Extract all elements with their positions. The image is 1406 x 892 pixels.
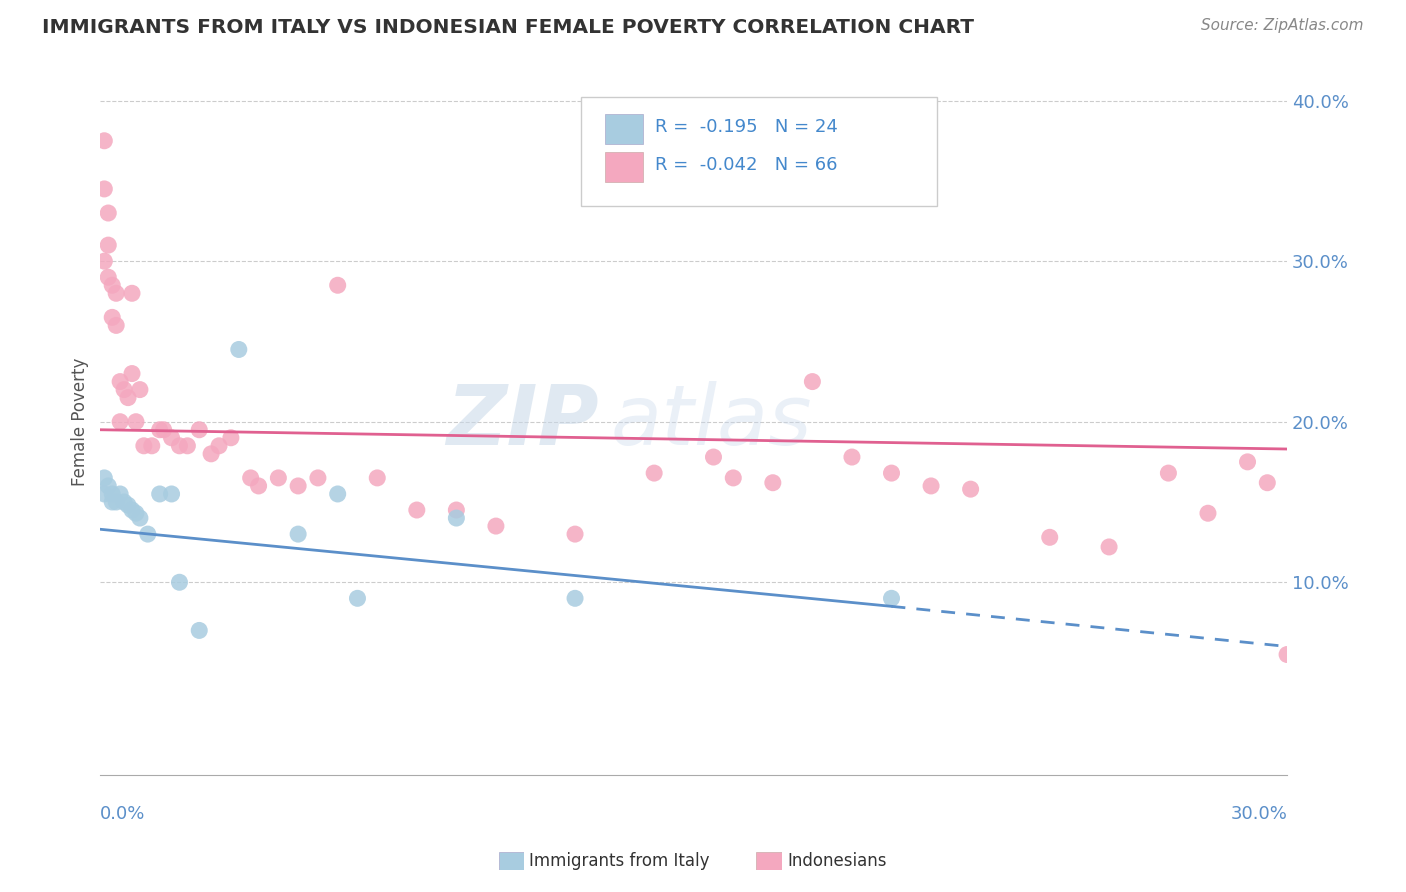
Point — [117, 498, 139, 512]
Point — [108, 375, 131, 389]
FancyBboxPatch shape — [605, 152, 643, 182]
Point — [129, 383, 152, 397]
Point — [105, 286, 128, 301]
Point — [160, 487, 183, 501]
Point — [97, 479, 120, 493]
Point — [101, 487, 124, 501]
Point — [101, 495, 124, 509]
Point — [920, 479, 942, 493]
Point — [208, 439, 231, 453]
Point — [93, 471, 115, 485]
Point — [287, 479, 309, 493]
Y-axis label: Female Poverty: Female Poverty — [72, 358, 89, 486]
Point — [169, 575, 191, 590]
Point — [247, 479, 270, 493]
Text: 30.0%: 30.0% — [1230, 805, 1286, 823]
Point — [1197, 506, 1219, 520]
Point — [239, 471, 262, 485]
Point — [228, 343, 250, 357]
Point — [97, 206, 120, 220]
Point — [121, 367, 143, 381]
Point — [176, 439, 198, 453]
Point — [93, 182, 115, 196]
Point — [959, 482, 981, 496]
Point — [101, 278, 124, 293]
Point — [1098, 540, 1121, 554]
Point — [366, 471, 388, 485]
Point — [152, 423, 174, 437]
Point — [643, 466, 665, 480]
Point — [105, 318, 128, 333]
Point — [1395, 522, 1406, 536]
Point — [132, 439, 155, 453]
Text: Immigrants from Italy: Immigrants from Italy — [529, 852, 709, 870]
Point — [188, 624, 211, 638]
Text: ZIP: ZIP — [446, 381, 599, 462]
Point — [446, 503, 468, 517]
Point — [101, 310, 124, 325]
Point — [326, 487, 349, 501]
Text: 0.0%: 0.0% — [100, 805, 146, 823]
Text: Indonesians: Indonesians — [787, 852, 887, 870]
Point — [485, 519, 508, 533]
Point — [105, 495, 128, 509]
FancyBboxPatch shape — [581, 96, 936, 206]
Point — [1275, 648, 1298, 662]
Point — [346, 591, 368, 606]
Point — [405, 503, 427, 517]
Point — [97, 238, 120, 252]
Point — [108, 415, 131, 429]
Point — [169, 439, 191, 453]
Point — [112, 495, 135, 509]
Point — [200, 447, 222, 461]
Point — [125, 506, 148, 520]
Point — [160, 431, 183, 445]
Point — [1316, 482, 1339, 496]
Point — [762, 475, 785, 490]
Point — [880, 591, 903, 606]
Point — [121, 503, 143, 517]
Point — [841, 450, 863, 464]
Point — [129, 511, 152, 525]
Text: IMMIGRANTS FROM ITALY VS INDONESIAN FEMALE POVERTY CORRELATION CHART: IMMIGRANTS FROM ITALY VS INDONESIAN FEMA… — [42, 18, 974, 37]
Point — [121, 286, 143, 301]
Point — [446, 511, 468, 525]
Point — [219, 431, 242, 445]
Point — [141, 439, 163, 453]
Point — [723, 471, 745, 485]
Point — [1355, 474, 1378, 488]
Point — [1256, 475, 1278, 490]
Point — [108, 487, 131, 501]
FancyBboxPatch shape — [605, 114, 643, 145]
Point — [702, 450, 724, 464]
Point — [149, 487, 172, 501]
Point — [117, 391, 139, 405]
Point — [564, 591, 586, 606]
Point — [1039, 530, 1062, 544]
Point — [136, 527, 159, 541]
Point — [97, 270, 120, 285]
Point — [1157, 466, 1180, 480]
Point — [93, 134, 115, 148]
Point — [1295, 466, 1317, 480]
Point — [267, 471, 290, 485]
Text: Source: ZipAtlas.com: Source: ZipAtlas.com — [1201, 18, 1364, 33]
Point — [93, 254, 115, 268]
Point — [93, 487, 115, 501]
Point — [564, 527, 586, 541]
Point — [149, 423, 172, 437]
Text: atlas: atlas — [610, 381, 813, 462]
Point — [287, 527, 309, 541]
Point — [125, 415, 148, 429]
Point — [112, 383, 135, 397]
Text: R =  -0.195   N = 24: R = -0.195 N = 24 — [655, 118, 838, 136]
Text: R =  -0.042   N = 66: R = -0.042 N = 66 — [655, 156, 837, 174]
Point — [188, 423, 211, 437]
Point — [801, 375, 824, 389]
Point — [880, 466, 903, 480]
Point — [326, 278, 349, 293]
Point — [307, 471, 329, 485]
Point — [1236, 455, 1258, 469]
